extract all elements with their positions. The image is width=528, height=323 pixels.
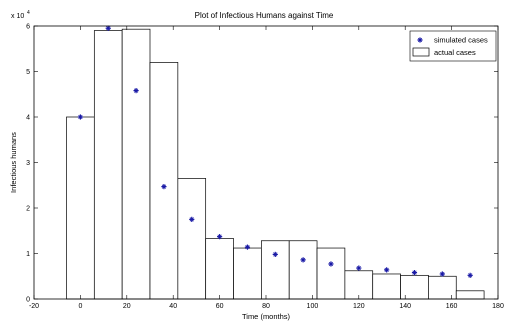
point-simulated-cases <box>133 88 139 94</box>
y-axis-label: Infectious humans <box>9 132 18 193</box>
x-tick-label: 80 <box>262 303 270 310</box>
bar-series-actual-cases <box>66 28 485 300</box>
bar-actual-cases <box>149 62 179 300</box>
point-simulated-cases <box>328 261 334 267</box>
y-multiplier: x 10 4 <box>11 10 30 20</box>
y-tick-label: 4 <box>26 115 30 122</box>
y-tick-label: 1 <box>26 251 30 258</box>
bar-actual-cases <box>344 270 374 300</box>
point-simulated-cases <box>161 184 167 190</box>
bar-actual-cases <box>261 240 290 300</box>
point-simulated-cases <box>105 25 111 31</box>
bar-actual-cases <box>93 30 123 300</box>
point-simulated-cases <box>411 270 418 276</box>
point-simulated-cases <box>189 216 195 222</box>
x-tick-label: 120 <box>353 303 365 310</box>
y-tick-label: 5 <box>26 69 30 76</box>
bar-actual-cases <box>400 274 429 300</box>
x-axis-ticks: -20 0 20 40 60 80 100 120 140 160 180 <box>29 26 504 310</box>
legend-swatch-actual <box>412 47 430 57</box>
y-tick-label: 0 <box>26 297 30 304</box>
point-simulated-cases <box>439 271 445 277</box>
scatter-series-simulated-cases <box>77 25 473 278</box>
bar-actual-cases <box>288 240 318 300</box>
y-tick-label: 3 <box>26 160 30 167</box>
point-simulated-cases <box>272 251 278 258</box>
y-tick-label: 6 <box>26 24 30 31</box>
chart-title: Plot of Infectious Humans against Time <box>195 11 334 20</box>
bar-actual-cases <box>455 290 485 300</box>
y-axis-ticks: 0 1 2 3 4 5 6 <box>26 24 498 304</box>
bar-actual-cases <box>66 116 95 300</box>
point-simulated-cases <box>467 272 473 278</box>
x-tick-label: 180 <box>492 303 504 310</box>
bar-actual-cases <box>316 247 346 300</box>
x-tick-label: -20 <box>29 303 39 310</box>
legend-marker-simulated <box>417 37 423 43</box>
legend-label-simulated: simulated cases <box>434 36 488 45</box>
x-axis-label: Time (months) <box>242 312 291 321</box>
point-simulated-cases <box>244 244 251 250</box>
bar-actual-cases <box>177 178 207 300</box>
point-simulated-cases <box>384 267 390 273</box>
x-tick-label: 20 <box>123 303 131 310</box>
x-tick-label: 60 <box>216 303 224 310</box>
point-simulated-cases <box>77 114 83 120</box>
bar-actual-cases <box>121 28 151 300</box>
bar-actual-cases <box>233 247 262 300</box>
x-tick-label: 0 <box>78 303 82 310</box>
x-tick-label: 100 <box>307 303 319 310</box>
bar-actual-cases <box>428 275 457 300</box>
y-multiplier-exponent: 4 <box>27 10 30 16</box>
bar-actual-cases <box>372 273 401 300</box>
bar-actual-cases <box>205 238 234 300</box>
x-tick-label: 40 <box>169 303 177 310</box>
x-tick-label: 140 <box>399 303 411 310</box>
y-multiplier-base: x 10 <box>11 13 24 20</box>
y-tick-label: 2 <box>26 206 30 213</box>
point-simulated-cases <box>300 257 306 263</box>
point-simulated-cases <box>356 265 362 271</box>
point-simulated-cases <box>217 234 223 240</box>
legend: simulated cases actual cases <box>409 30 497 62</box>
x-tick-label: 160 <box>446 303 458 310</box>
legend-label-actual: actual cases <box>434 48 476 57</box>
